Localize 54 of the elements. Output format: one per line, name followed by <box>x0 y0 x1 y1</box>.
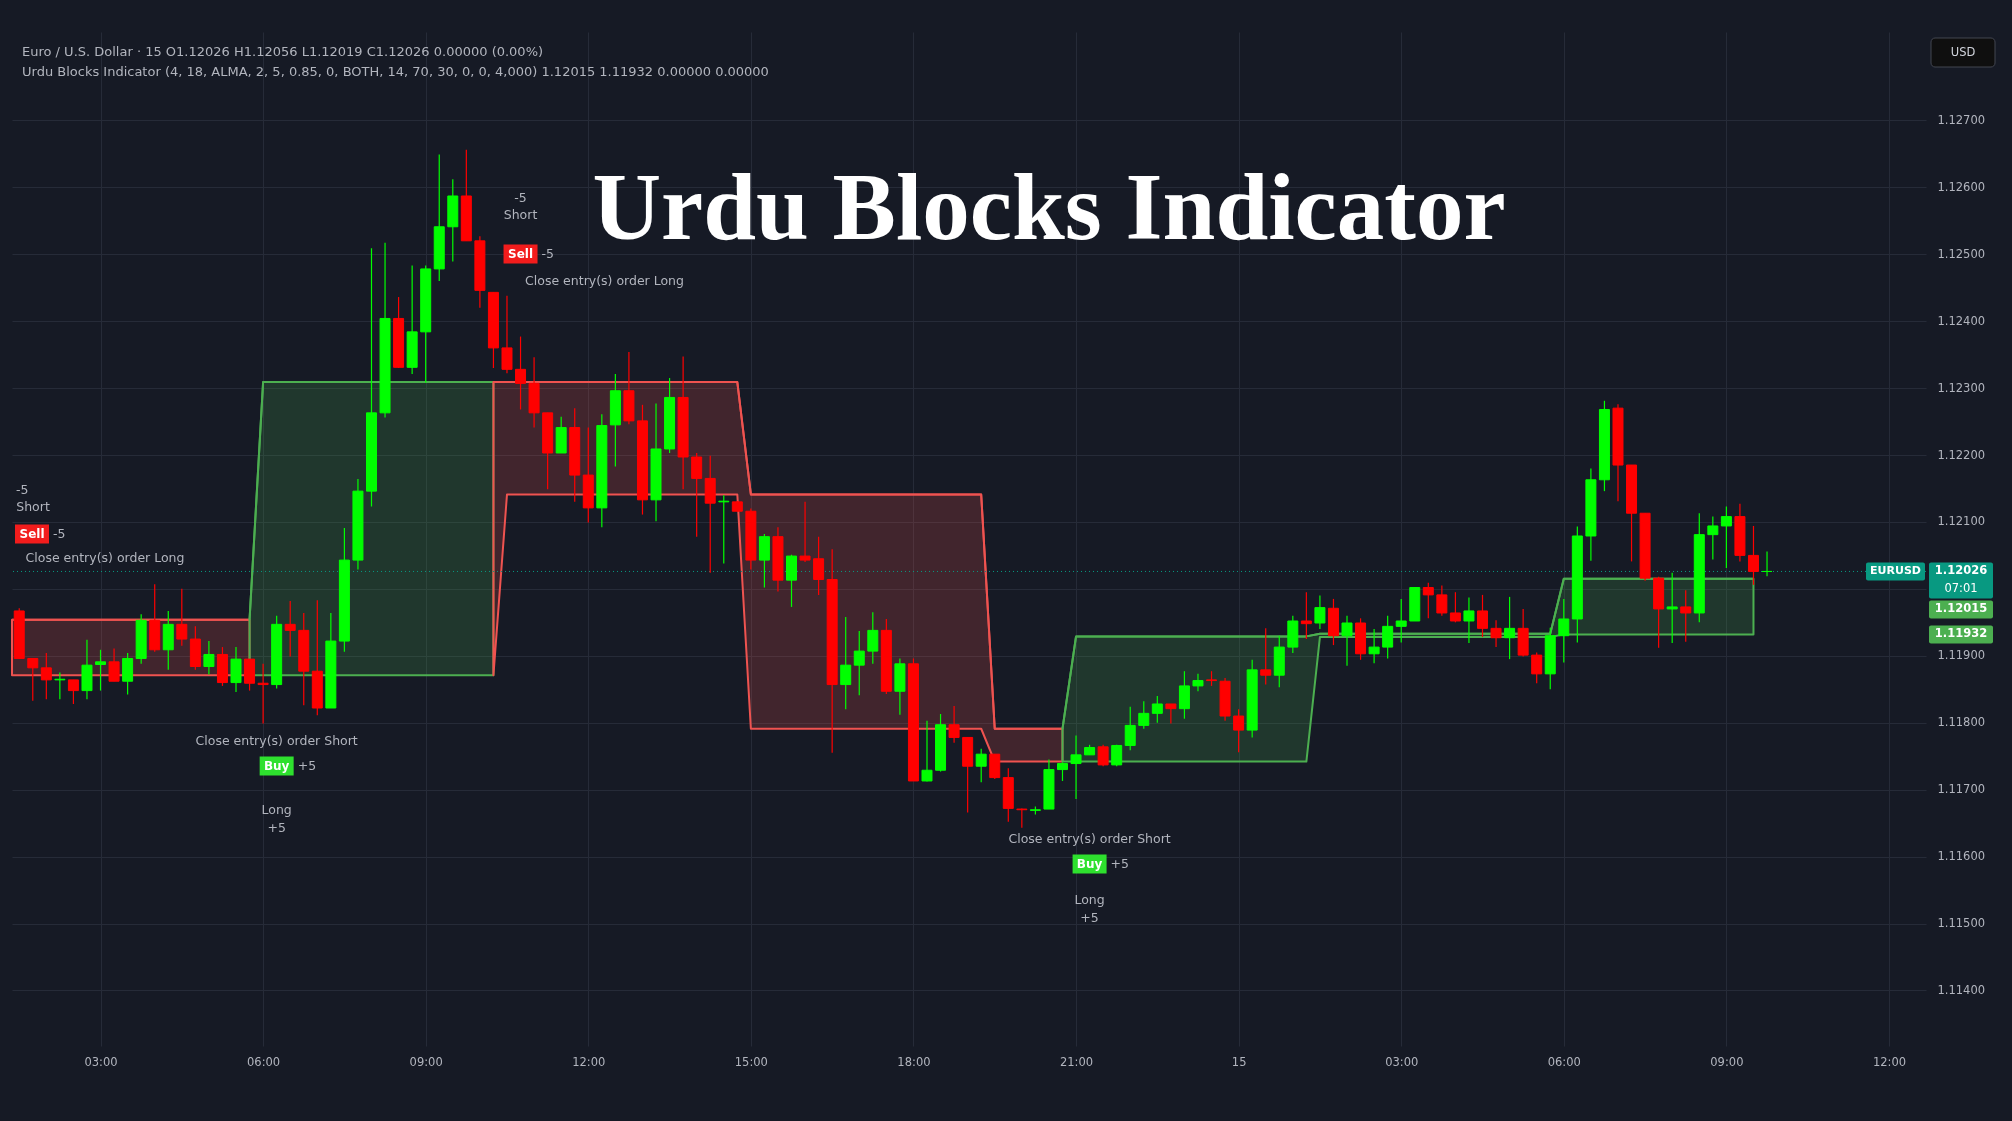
x-tick-label: 12:00 <box>1872 1054 1907 1069</box>
annotation: +5 <box>297 758 317 773</box>
ref-line-label: EURUSD <box>1870 564 1921 578</box>
x-tick-label: 15:00 <box>734 1054 768 1069</box>
annotation: Sell <box>19 527 45 541</box>
y-tick-label: 1.12600 <box>1937 179 1986 194</box>
x-tick-label: 03:00 <box>1385 1054 1419 1069</box>
y-tick-label: 1.12100 <box>1937 514 1986 529</box>
y-tick-label: 1.11700 <box>1937 782 1986 797</box>
annotation: Long <box>261 802 292 817</box>
annotation: Short <box>503 207 538 222</box>
x-tick-label: 09:00 <box>409 1054 443 1069</box>
y-tick-label: 1.12200 <box>1937 447 1986 462</box>
y-tick-label: 1.11800 <box>1937 715 1986 730</box>
y-tick-label: 1.11900 <box>1937 648 1986 663</box>
annotation: -5 <box>53 526 66 541</box>
annotation: -5 <box>514 190 527 205</box>
y-tick-label: 1.12400 <box>1937 313 1986 328</box>
x-tick-label: 21:00 <box>1059 1054 1094 1069</box>
annotation: -5 <box>15 482 29 497</box>
annotation: Short <box>16 499 50 514</box>
y-tick-label: 1.12700 <box>1937 112 1986 127</box>
annotation: Close entry(s) order Long <box>25 550 185 565</box>
y-tick-label: 1.12300 <box>1937 380 1986 395</box>
text: USD <box>1950 44 1976 59</box>
y-tick-label: 1.11600 <box>1937 849 1986 864</box>
annotation: Buy <box>263 759 290 773</box>
x-tick-label: 09:00 <box>1710 1054 1744 1069</box>
x-tick-label: 18:00 <box>897 1054 931 1069</box>
annotation: -5 <box>541 246 554 261</box>
annotation: Close entry(s) order Short <box>195 733 358 748</box>
annotation: +5 <box>1080 910 1099 925</box>
annotation: +5 <box>267 820 286 835</box>
text: 07:01 <box>1944 581 1978 596</box>
x-tick-label: 03:00 <box>84 1054 118 1069</box>
annotation: Euro / U.S. Dollar · 15 O1.12026 H1.12056 L1.12019 C1.12026 0.00000 (0.00%) <box>22 44 544 59</box>
text: 1.11932 <box>1934 626 1988 641</box>
x-tick-label: 15 <box>1231 1054 1247 1069</box>
text: 1.12026 <box>1934 563 1988 578</box>
annotation: Buy <box>1076 857 1103 871</box>
y-tick-label: 1.12500 <box>1937 246 1986 261</box>
annotation: Urdu Blocks Indicator (4, 18, ALMA, 2, 5, 0.85, 0, BOTH, 14, 70, 30, 0, 0, 4,000) 1.12015 1.11932 0.00000 0.00000 <box>22 64 769 79</box>
y-tick-label: 1.11400 <box>1937 982 1986 997</box>
y-tick-label: 1.11500 <box>1937 916 1986 931</box>
annotation: Close entry(s) order Short <box>1008 831 1171 846</box>
annotation: +5 <box>1110 856 1130 871</box>
text: 1.12015 <box>1934 601 1988 616</box>
annotation: Long <box>1074 892 1105 907</box>
text: Urdu Blocks Indicator <box>592 154 1506 260</box>
x-tick-label: 06:00 <box>247 1054 281 1069</box>
x-tick-label: 06:00 <box>1547 1054 1581 1069</box>
annotation: Sell <box>508 247 534 261</box>
annotation: Close entry(s) order Long <box>525 273 684 288</box>
x-tick-label: 12:00 <box>572 1054 606 1069</box>
